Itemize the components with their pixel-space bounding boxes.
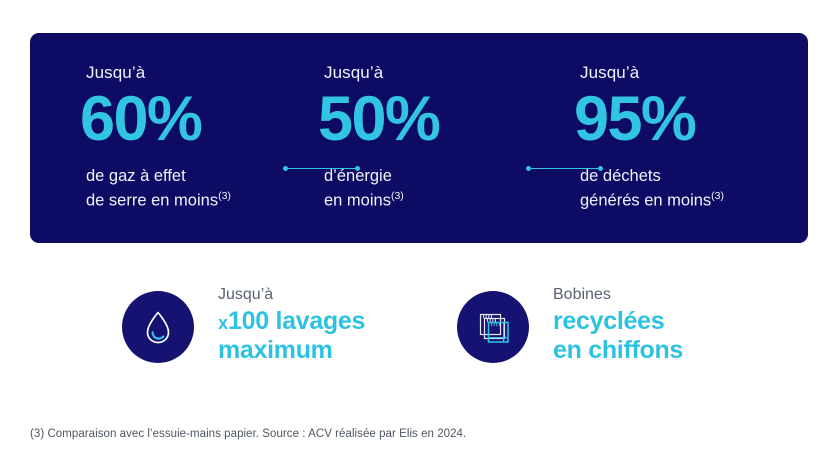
- stat-description-line-1: de déchets: [580, 167, 661, 186]
- connector-dot-left: [526, 166, 531, 171]
- feature-headline: recyclées en chiffons: [553, 307, 683, 366]
- connector-bar: [531, 167, 598, 170]
- connector-dot-right: [598, 166, 603, 171]
- feature-headline-prefix: x: [218, 312, 229, 333]
- feature-headline-line-2: maximum: [218, 335, 333, 364]
- stat-footnote-marker: (3): [218, 189, 231, 202]
- feature-headline: x100 lavages maximum: [218, 307, 365, 366]
- feature-item-washes: Jusqu’à x100 lavages maximum: [122, 286, 365, 365]
- footnote-text: (3) Comparaison avec l’essuie-mains papi…: [30, 428, 467, 440]
- stats-card: Jusqu’à 60% de gaz à effet de serre en m…: [30, 33, 808, 243]
- water-droplet-icon: [122, 291, 194, 363]
- stat-description-line-1: d’énergie: [324, 167, 392, 186]
- connector-bar: [288, 167, 355, 170]
- feature-kicker: Jusqu’à: [218, 286, 274, 303]
- stat-kicker: Jusqu’à: [580, 63, 640, 82]
- stat-block-gas-emissions: Jusqu’à 60% de gaz à effet de serre en m…: [30, 33, 298, 213]
- stat-description-line-1: de gaz à effet: [86, 167, 186, 186]
- stat-description: de déchets générés en moins(3): [580, 165, 808, 212]
- feature-text: Jusqu’à x100 lavages maximum: [218, 286, 365, 365]
- stat-footnote-marker: (3): [390, 189, 404, 202]
- stat-connector-line-2: [526, 164, 603, 173]
- stat-value: 95%: [574, 84, 697, 154]
- stacked-cloths-icon: [457, 291, 529, 363]
- feature-kicker: Bobines: [553, 286, 611, 303]
- stat-kicker: Jusqu’à: [86, 63, 146, 82]
- feature-item-recycled-cloths: Bobines recyclées en chiffons: [457, 286, 683, 365]
- stat-connector-line-1: [283, 164, 360, 173]
- stat-description-line-2: générés en moins: [580, 191, 712, 210]
- stat-block-energy: Jusqu’à 50% d’énergie en moins(3): [298, 33, 550, 213]
- stat-value: 60%: [80, 84, 203, 154]
- stat-description-line-2: de serre en moins: [86, 191, 219, 210]
- feature-row: Jusqu’à x100 lavages maximum: [0, 286, 840, 382]
- stat-description: de gaz à effet de serre en moins(3): [86, 165, 298, 212]
- stat-kicker: Jusqu’à: [324, 63, 384, 82]
- connector-dot-right: [355, 166, 360, 171]
- stat-block-waste: Jusqu’à 95% de déchets générés en moins(…: [550, 33, 808, 213]
- stat-value: 50%: [318, 84, 441, 154]
- feature-text: Bobines recyclées en chiffons: [553, 286, 683, 365]
- connector-dot-left: [283, 166, 288, 171]
- stat-footnote-marker: (3): [711, 189, 725, 202]
- stat-description-line-2: en moins: [324, 191, 391, 210]
- stat-description: d’énergie en moins(3): [324, 165, 550, 212]
- feature-headline-line-2: en chiffons: [553, 335, 684, 364]
- feature-headline-line-1: recyclées: [553, 306, 665, 335]
- feature-headline-line-1: 100 lavages: [228, 306, 366, 335]
